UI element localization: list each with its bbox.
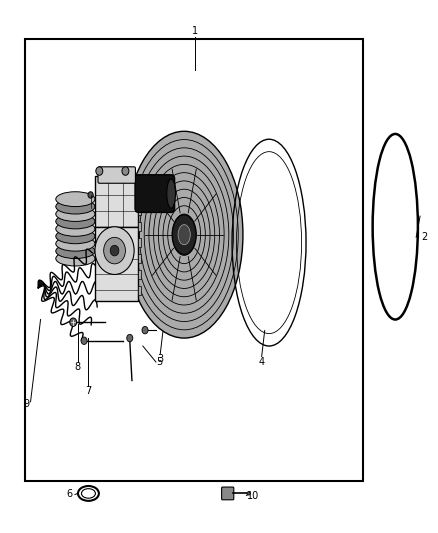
Ellipse shape <box>56 199 95 214</box>
Text: 10: 10 <box>247 490 260 500</box>
Bar <box>25 38 363 481</box>
Text: 6: 6 <box>66 489 72 499</box>
Circle shape <box>122 167 129 175</box>
FancyBboxPatch shape <box>95 227 138 301</box>
Circle shape <box>81 337 87 344</box>
Ellipse shape <box>56 214 95 229</box>
Circle shape <box>142 326 148 334</box>
Text: 7: 7 <box>85 386 92 396</box>
Ellipse shape <box>56 251 95 266</box>
Text: 5: 5 <box>156 357 162 367</box>
Bar <box>138 238 141 247</box>
Ellipse shape <box>391 136 400 147</box>
Text: 8: 8 <box>74 362 81 372</box>
Bar <box>138 222 141 231</box>
Circle shape <box>88 192 93 198</box>
Ellipse shape <box>172 215 196 255</box>
Text: 1: 1 <box>192 26 198 36</box>
Ellipse shape <box>56 192 95 207</box>
Circle shape <box>95 227 134 274</box>
Ellipse shape <box>56 207 95 221</box>
Text: 9: 9 <box>23 399 29 409</box>
Circle shape <box>96 167 103 175</box>
Circle shape <box>70 318 77 326</box>
Ellipse shape <box>56 221 95 236</box>
FancyBboxPatch shape <box>98 167 135 183</box>
Bar <box>138 191 141 199</box>
Circle shape <box>127 334 133 342</box>
Ellipse shape <box>56 229 95 244</box>
Text: 3: 3 <box>157 354 163 364</box>
Bar <box>138 254 141 263</box>
FancyBboxPatch shape <box>222 487 234 500</box>
Ellipse shape <box>125 131 243 338</box>
Circle shape <box>104 237 125 264</box>
Ellipse shape <box>56 244 95 259</box>
Ellipse shape <box>56 236 95 251</box>
Bar <box>138 207 141 215</box>
FancyBboxPatch shape <box>135 175 175 213</box>
Text: 2: 2 <box>421 232 427 243</box>
Text: 4: 4 <box>258 357 265 367</box>
Ellipse shape <box>167 179 176 208</box>
Ellipse shape <box>178 224 190 245</box>
FancyBboxPatch shape <box>95 176 138 227</box>
Circle shape <box>110 245 119 256</box>
Ellipse shape <box>247 492 251 495</box>
Bar <box>138 286 141 295</box>
Bar <box>138 270 141 279</box>
